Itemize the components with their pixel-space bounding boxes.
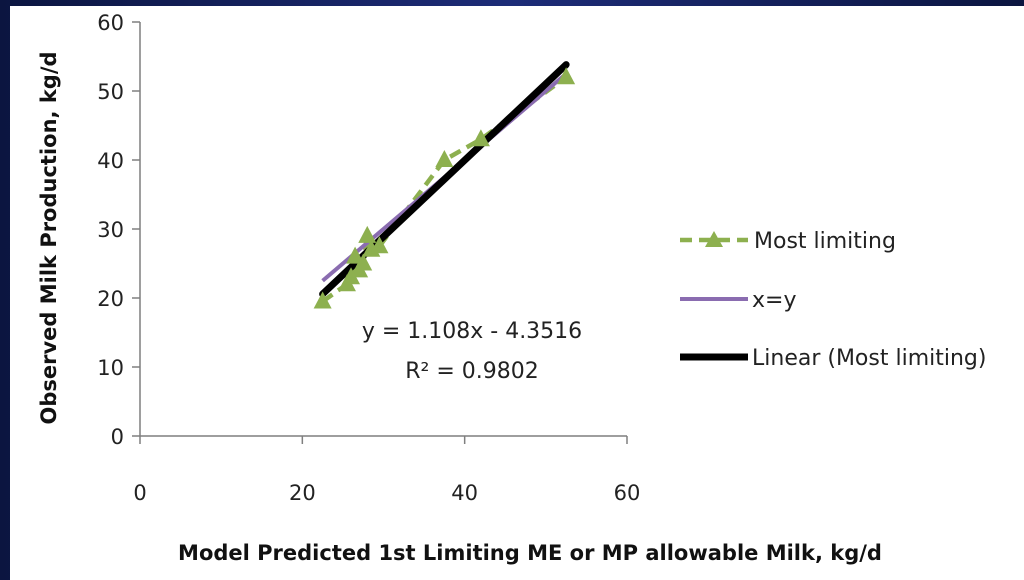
legend: Most limiting x=y Linear (Most limiting) (680, 229, 986, 371)
y-tick-label: 0 (111, 425, 124, 449)
data-point-triangle (435, 150, 454, 167)
legend-label-linear: Linear (Most limiting) (752, 346, 986, 371)
legend-marker-triangle (705, 231, 723, 247)
y-tick-label: 50 (97, 80, 124, 104)
y-axis-title: Observed Milk Production, kg/d (37, 51, 61, 424)
data-point-triangle (313, 291, 332, 309)
legend-item-x-equals-y: x=y (680, 288, 796, 313)
legend-item-most-limiting: Most limiting (680, 229, 896, 254)
data-point-triangle (557, 67, 576, 85)
data-point-triangle (346, 246, 365, 264)
data-point-triangle (471, 129, 490, 147)
legend-label-x-equals-y: x=y (752, 288, 796, 313)
y-tick-label: 20 (97, 287, 124, 311)
regression-equation: y = 1.108x - 4.3516 (362, 319, 582, 344)
data-point-triangle (354, 253, 373, 271)
data-point-triangle (370, 236, 389, 254)
y-tick-label: 30 (97, 218, 124, 242)
chart-panel (10, 6, 1024, 580)
axes: 0 10 20 30 40 50 60 0 20 40 60 (97, 11, 640, 505)
x-tick-label: 40 (451, 481, 478, 505)
y-tick-label: 10 (97, 356, 124, 380)
x-axis-title: Model Predicted 1st Limiting ME or MP al… (178, 541, 882, 565)
x-tick-label: 20 (289, 481, 316, 505)
x-tick-label: 0 (133, 481, 146, 505)
legend-item-linear: Linear (Most limiting) (680, 346, 986, 371)
y-tick-label: 60 (97, 11, 124, 35)
legend-label-most-limiting: Most limiting (754, 229, 896, 254)
annotations: y = 1.108x - 4.3516 R² = 0.9802 (362, 319, 582, 384)
y-tick-label: 40 (97, 149, 124, 173)
r-squared-label: R² = 0.9802 (405, 359, 539, 384)
x-tick-label: 60 (614, 481, 641, 505)
series-layer (313, 61, 576, 309)
data-point-triangle (358, 225, 377, 243)
